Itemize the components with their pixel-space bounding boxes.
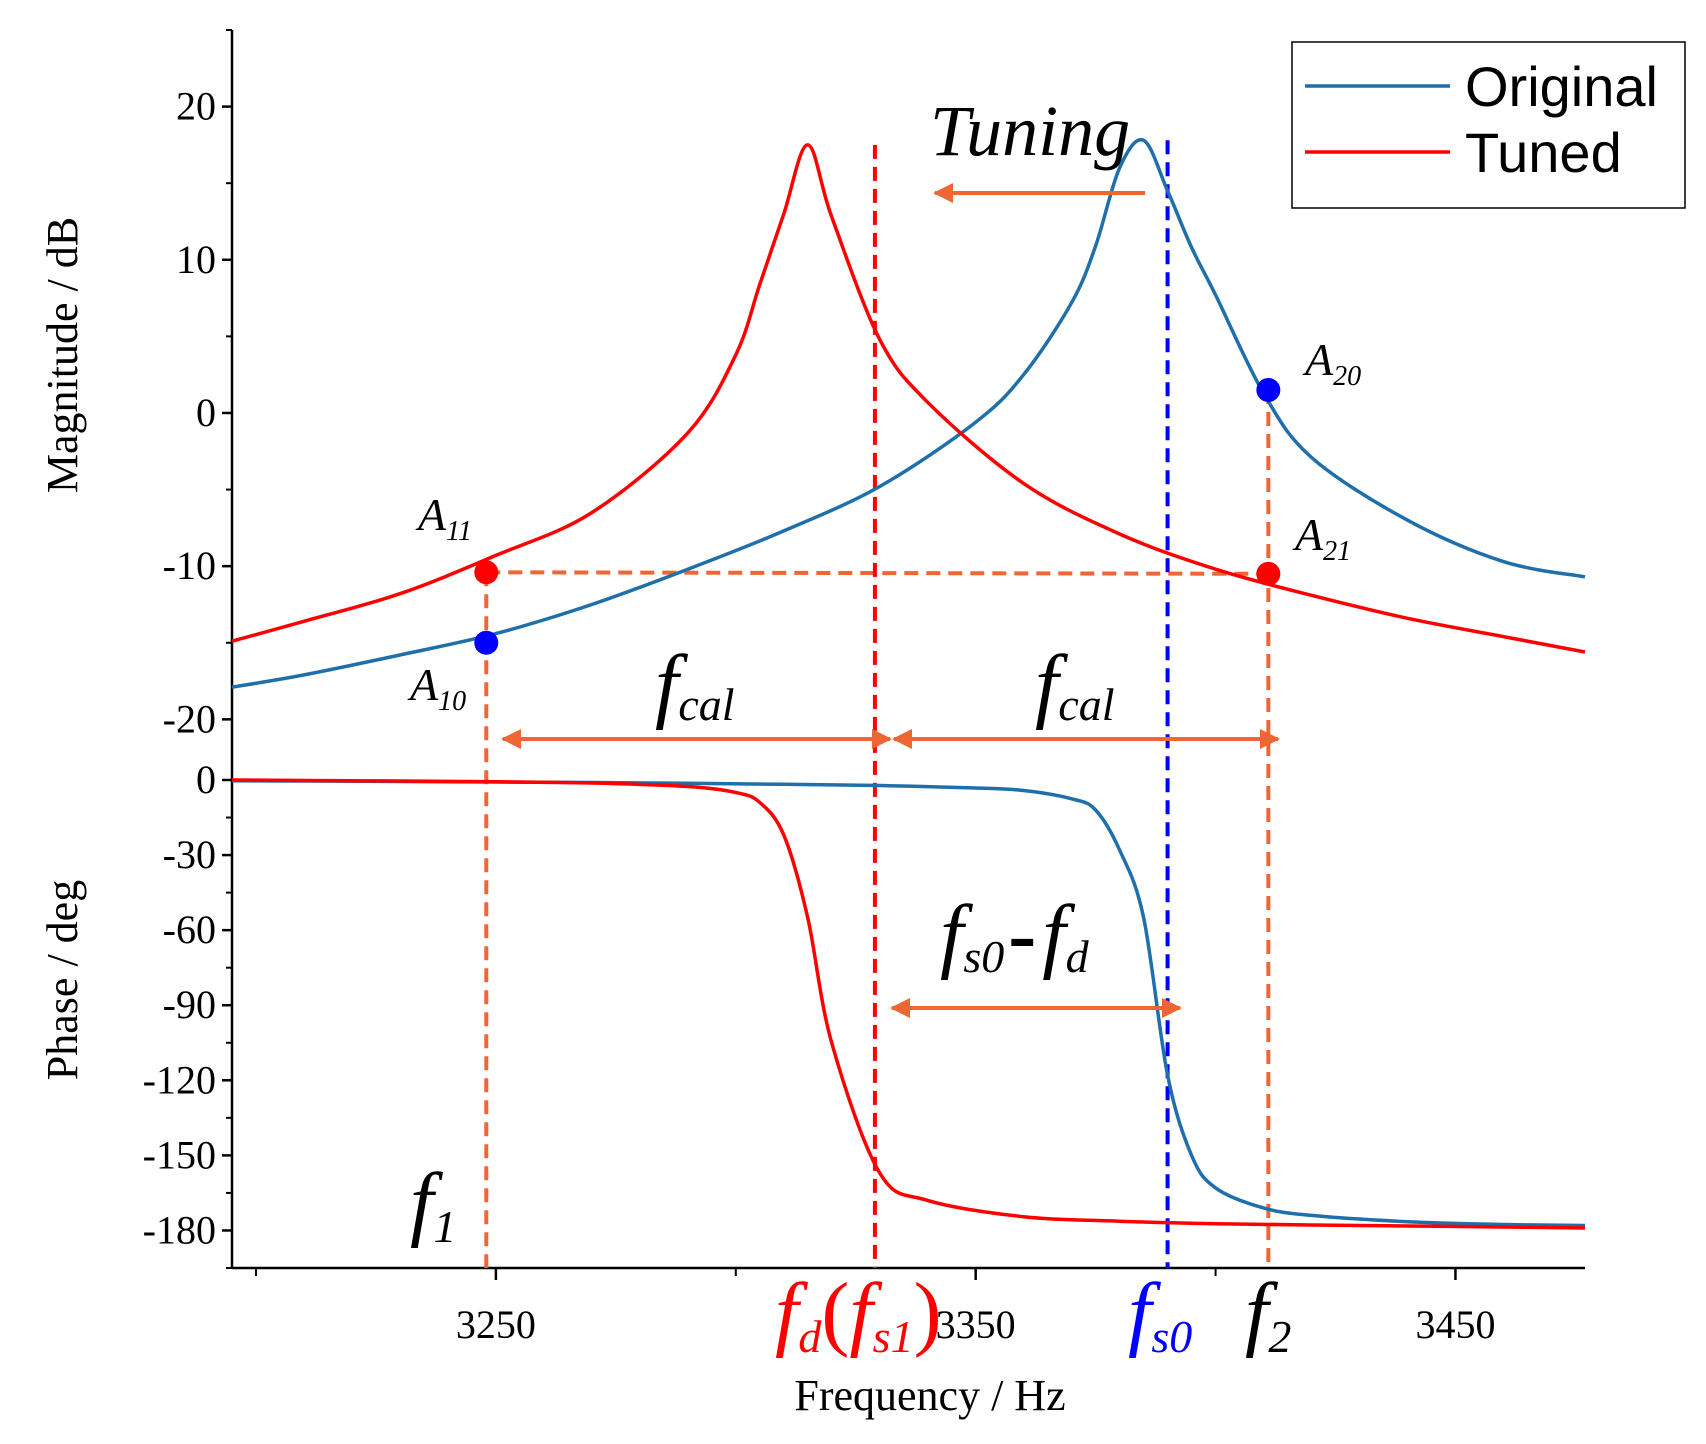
y-tick-label-phase: 0 xyxy=(196,757,216,802)
point-a11 xyxy=(474,560,499,585)
points-group xyxy=(474,378,1281,655)
y-tick-label-phase: -90 xyxy=(163,982,216,1027)
series-group xyxy=(231,137,1586,1230)
tuning-label: Tuning xyxy=(930,91,1130,171)
guide-a11-a21 xyxy=(486,570,1269,576)
point-label-a10: A10 xyxy=(407,659,466,717)
y-tick-label-phase: -150 xyxy=(143,1132,216,1177)
y-tick-label-magnitude: 20 xyxy=(176,84,216,129)
y-tick-label-magnitude: 0 xyxy=(196,390,216,435)
fcal-label-left: fcal xyxy=(655,638,735,731)
point-label-a11: A11 xyxy=(415,489,472,547)
legend-label-tuned: Tuned xyxy=(1465,121,1622,184)
x-tick-label: 3350 xyxy=(936,1302,1016,1347)
fs0-label: fs0 xyxy=(1128,1266,1192,1362)
series-original-magnitude xyxy=(231,137,1586,689)
fs0-minus-fd-label: fs0-fd xyxy=(940,888,1090,982)
point-label-a20: A20 xyxy=(1302,334,1361,392)
x-tick-label: 3450 xyxy=(1415,1302,1495,1347)
f2-label: f2 xyxy=(1245,1266,1291,1362)
y-tick-label-phase: -120 xyxy=(143,1057,216,1102)
y-tick-label-magnitude: -20 xyxy=(163,696,216,741)
y-tick-label-phase: -60 xyxy=(163,907,216,952)
y-tick-label-phase: -180 xyxy=(143,1207,216,1252)
legend-label-original: Original xyxy=(1465,55,1658,118)
fd-fs1-label: fd(fs1) xyxy=(775,1266,942,1362)
f1-label: f1 xyxy=(410,1156,456,1252)
y-tick-label-phase: -30 xyxy=(163,832,216,877)
axes: 20 10 0 -10 -20 0 -30 -60 -90 -120 -150 -180 3250 335… xyxy=(143,29,1585,1347)
point-label-a21: A21 xyxy=(1292,509,1351,567)
fcal-label-right: fcal xyxy=(1035,638,1115,731)
legend-box xyxy=(1291,41,1686,209)
y-axis-title-phase: Phase / deg xyxy=(38,880,87,1080)
x-tick-label: 3250 xyxy=(456,1302,536,1347)
y-axis-title-magnitude: Magnitude / dB xyxy=(38,217,87,493)
x-axis-title: Frequency / Hz xyxy=(794,1371,1065,1420)
point-a21 xyxy=(1256,561,1281,586)
point-a20 xyxy=(1256,378,1281,402)
series-original-phase xyxy=(231,779,1586,1228)
guide-lines xyxy=(484,140,1271,1268)
series-tuned-phase xyxy=(231,778,1586,1230)
point-a10 xyxy=(474,630,499,655)
y-tick-label-magnitude: -10 xyxy=(163,543,216,588)
series-tuned-magnitude xyxy=(231,143,1586,654)
y-tick-label-magnitude: 10 xyxy=(176,237,216,282)
legend: Original Tuned xyxy=(1291,41,1686,209)
